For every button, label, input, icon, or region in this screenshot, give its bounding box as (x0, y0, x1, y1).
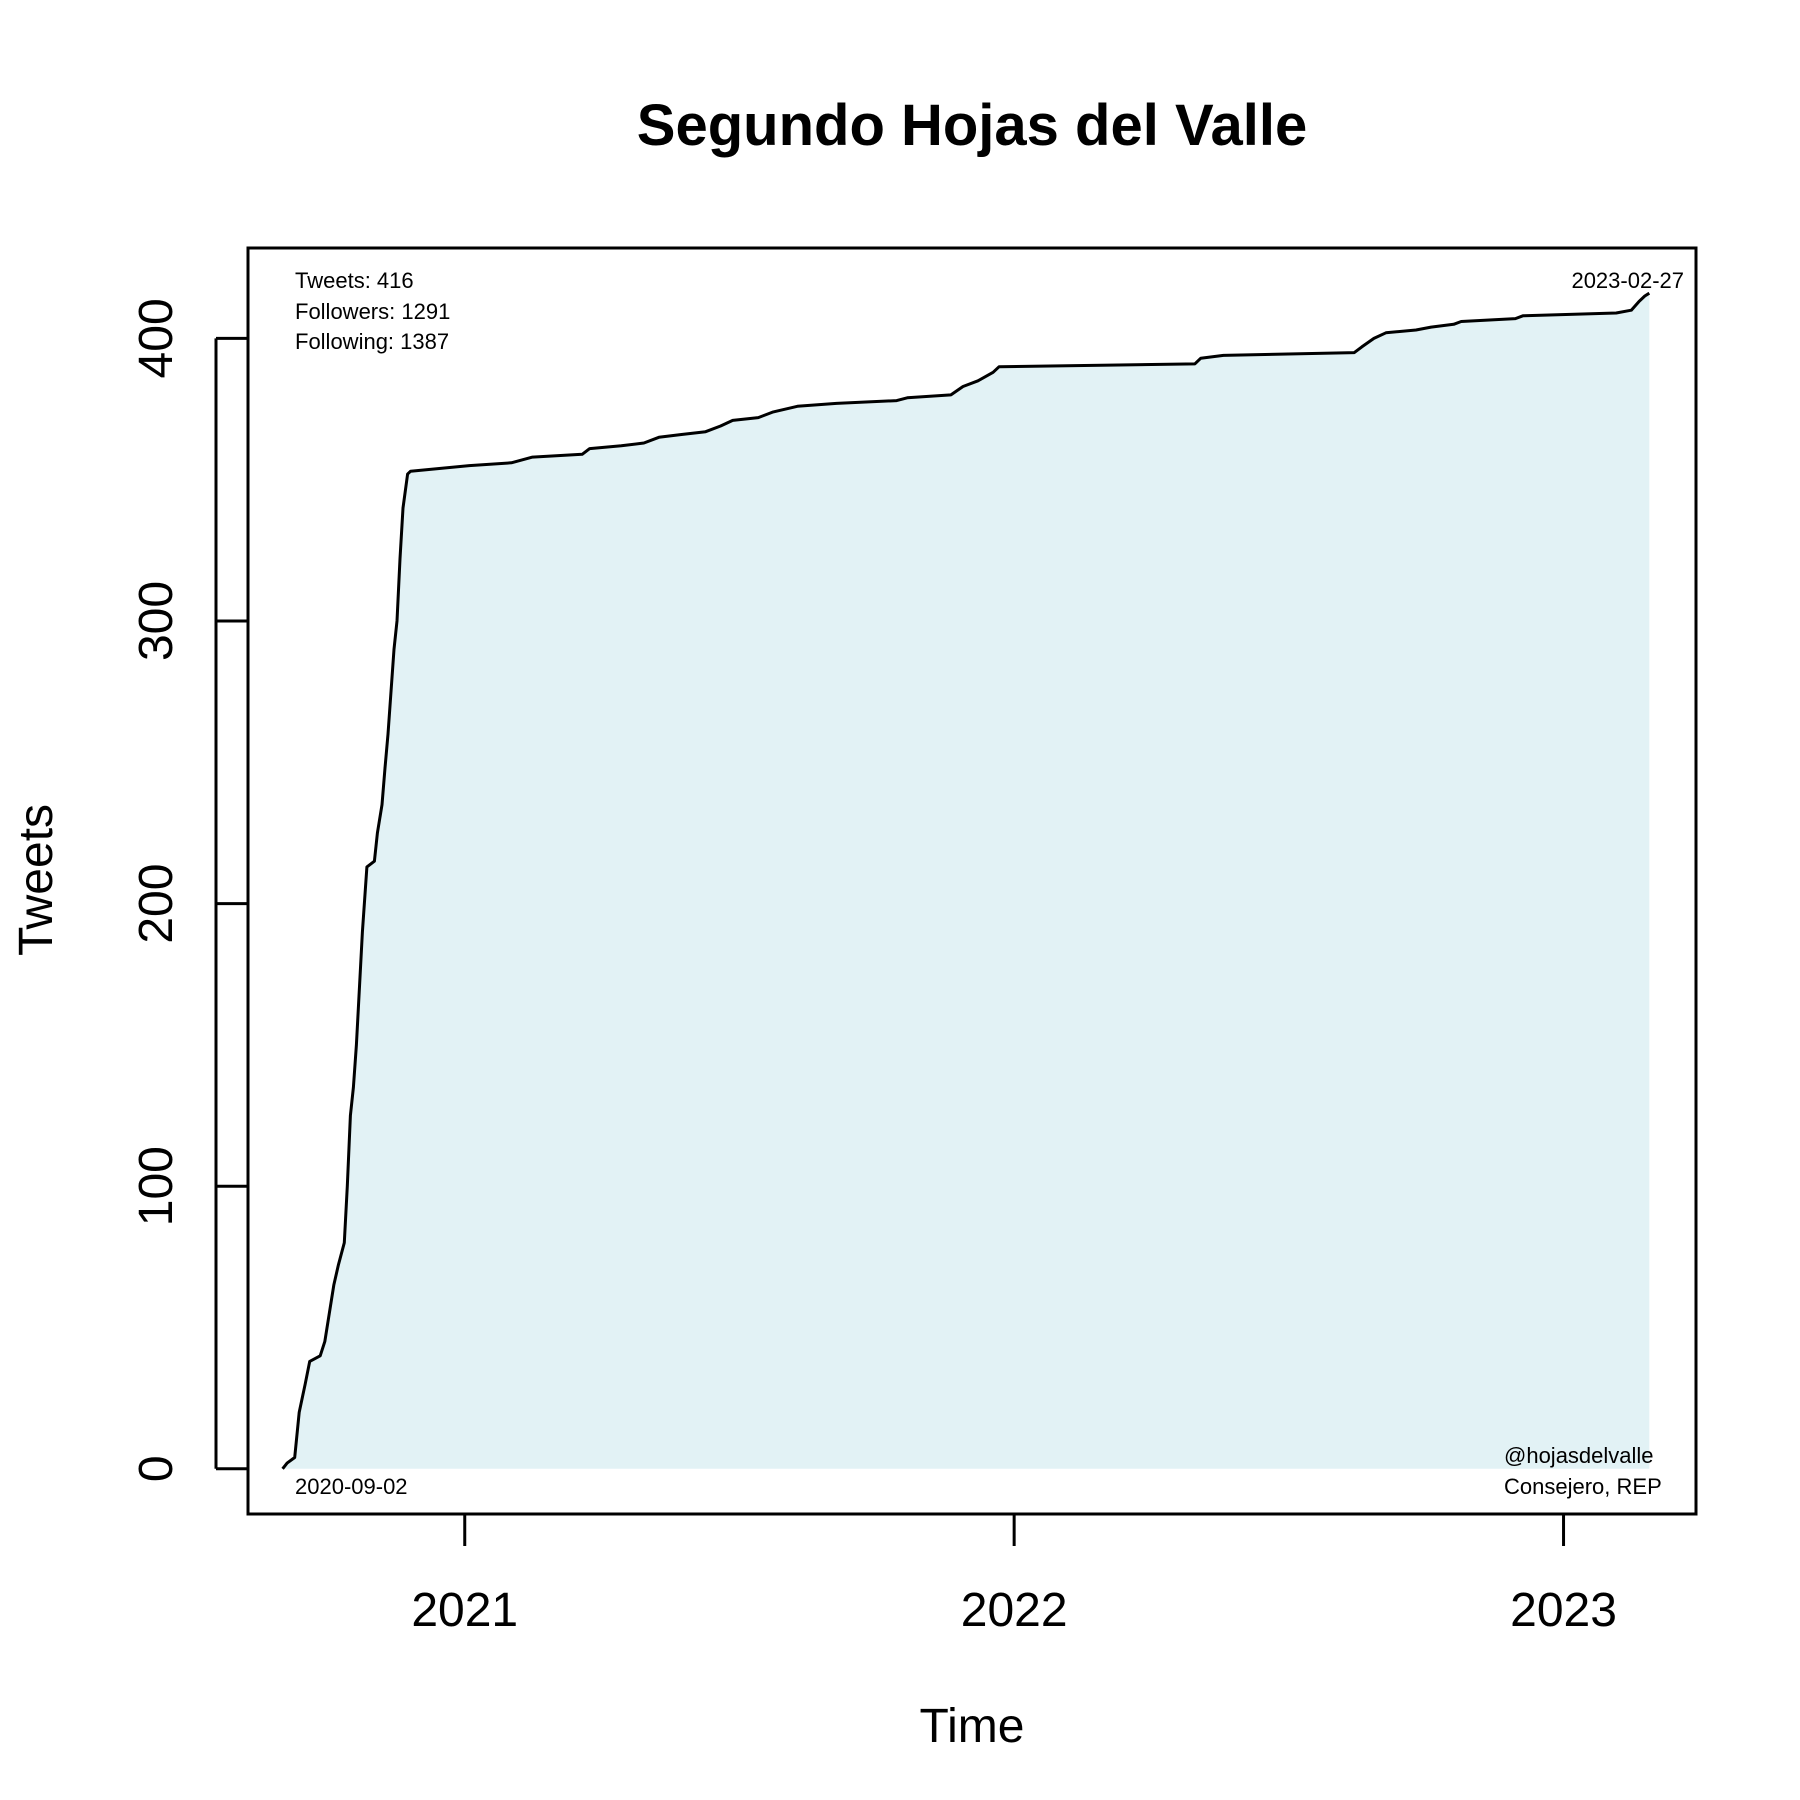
x-tick-label: 2023 (1510, 1584, 1617, 1637)
x-tick-label: 2021 (411, 1584, 518, 1637)
chart-title: Segundo Hojas del Valle (637, 93, 1307, 158)
plot-frame (246, 246, 1698, 1516)
x-axis: 2021 2022 2023 (411, 1514, 1617, 1637)
y-tick-label: 100 (130, 1146, 183, 1226)
x-axis-label: Time (920, 1700, 1025, 1753)
end-date-label: 2023-02-27 (1571, 268, 1684, 293)
tweets-count-label: Tweets: 416 (295, 268, 414, 293)
y-tick-label: 0 (130, 1455, 183, 1482)
series-line (281, 291, 1651, 1470)
y-tick-label: 200 (130, 864, 183, 944)
x-tick-label: 2022 (961, 1584, 1068, 1637)
following-count-label: Following: 1387 (295, 329, 449, 354)
followers-count-label: Followers: 1291 (295, 299, 450, 324)
start-date-label: 2020-09-02 (295, 1474, 408, 1499)
role-label: Consejero, REP (1504, 1474, 1662, 1499)
y-axis-label: Tweets (10, 804, 63, 956)
area-fill (282, 293, 1650, 1469)
y-tick-label: 400 (130, 298, 183, 378)
y-tick-label: 300 (130, 581, 183, 661)
handle-label: @hojasdelvalle (1504, 1443, 1654, 1468)
y-axis: 0 100 200 300 400 (130, 298, 248, 1482)
